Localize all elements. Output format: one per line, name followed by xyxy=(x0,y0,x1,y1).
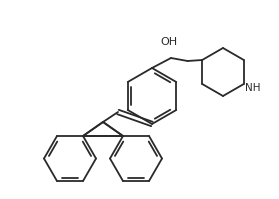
Text: OH: OH xyxy=(160,37,177,47)
Text: NH: NH xyxy=(245,83,260,93)
